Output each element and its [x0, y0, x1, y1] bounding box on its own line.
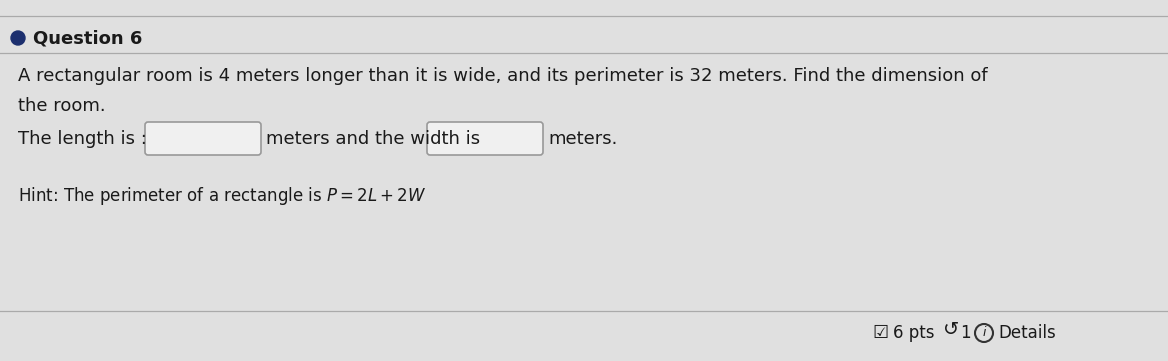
Circle shape	[11, 31, 25, 45]
Text: A rectangular room is 4 meters longer than it is wide, and its perimeter is 32 m: A rectangular room is 4 meters longer th…	[18, 67, 988, 85]
Text: Details: Details	[997, 324, 1056, 342]
Text: ↺: ↺	[943, 321, 959, 339]
Text: The length is :: The length is :	[18, 130, 147, 148]
Text: meters and the width is: meters and the width is	[266, 130, 480, 148]
Text: the room.: the room.	[18, 97, 105, 115]
Text: i: i	[982, 326, 986, 339]
Text: meters.: meters.	[548, 130, 618, 148]
Text: Hint: The perimeter of a rectangle is $P = 2L + 2W$: Hint: The perimeter of a rectangle is $P…	[18, 185, 426, 207]
FancyBboxPatch shape	[145, 122, 260, 155]
FancyBboxPatch shape	[427, 122, 543, 155]
Text: Question 6: Question 6	[33, 29, 142, 47]
Circle shape	[975, 324, 993, 342]
Text: 1: 1	[960, 324, 971, 342]
Text: 6 pts: 6 pts	[894, 324, 934, 342]
Text: ☑: ☑	[872, 324, 888, 342]
